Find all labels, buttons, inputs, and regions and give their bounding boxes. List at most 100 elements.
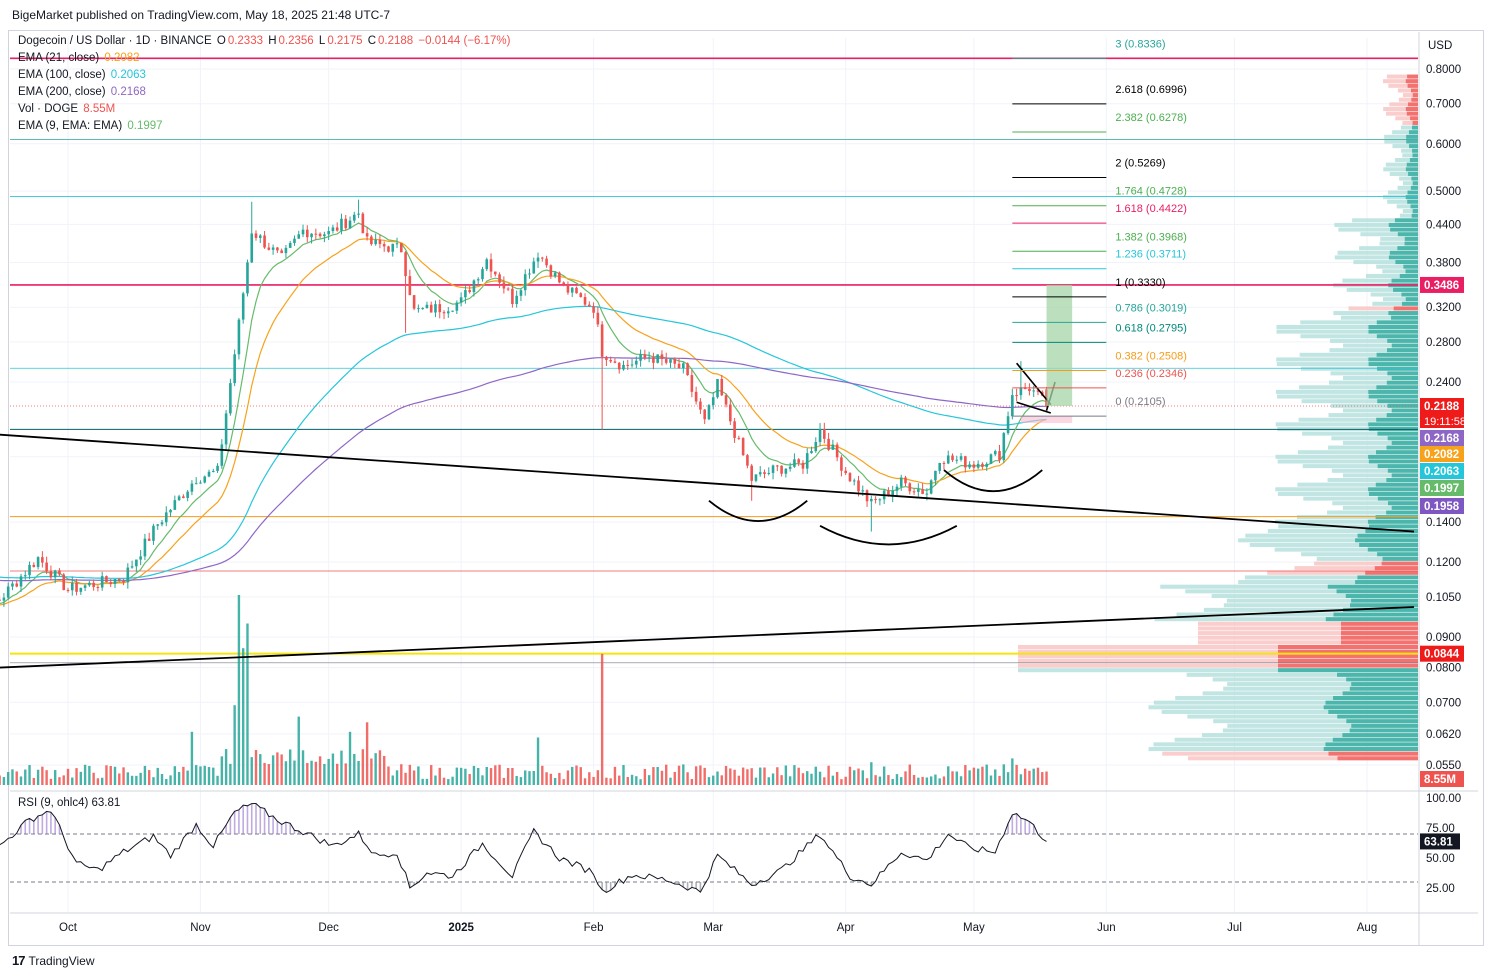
- volume-bar: [592, 776, 595, 785]
- ema9-value: 0.1997: [127, 120, 163, 132]
- candle-body: [823, 429, 826, 439]
- volume-bar: [156, 767, 159, 785]
- time-tick-4: Feb: [584, 922, 604, 934]
- candle-body: [32, 564, 36, 567]
- volume-bar: [263, 762, 266, 785]
- volume-bar: [874, 775, 877, 785]
- volume-bar: [455, 767, 459, 785]
- volume-bar: [425, 778, 429, 785]
- volume-bar: [207, 767, 211, 785]
- vp-row-light: [1331, 436, 1418, 441]
- vp-row-dark: [1341, 631, 1418, 636]
- candle-body: [297, 234, 301, 239]
- volume-bar: [6, 772, 10, 785]
- vp-row-dark: [1278, 649, 1418, 654]
- legend-symbol-row[interactable]: Dogecoin / US Dollar · 1D · BINANCE O 0.2…: [18, 35, 512, 47]
- vp-row-dark: [1377, 431, 1418, 436]
- price-tag-bg-1: [1420, 398, 1464, 414]
- candle-body: [844, 470, 847, 474]
- vp-row-light: [1314, 561, 1418, 566]
- vp-row-dark: [1278, 644, 1418, 650]
- vp-row-dark: [1412, 125, 1418, 130]
- candle-body: [741, 438, 745, 456]
- candle-body: [130, 566, 134, 568]
- vp-row-light: [1352, 218, 1418, 223]
- vp-row-dark: [1369, 524, 1418, 529]
- candle-body: [481, 269, 484, 280]
- candle-body: [374, 239, 377, 245]
- candle-body: [532, 261, 536, 274]
- volume-bar: [194, 765, 198, 785]
- candle-body: [391, 243, 395, 252]
- volume-bar: [814, 766, 817, 785]
- volume-bar: [741, 767, 745, 785]
- candle-body: [1015, 395, 1018, 397]
- vp-row-dark: [1386, 380, 1418, 385]
- volume-bar: [763, 767, 766, 785]
- volume-bar: [609, 778, 612, 785]
- vp-row-light: [1277, 459, 1418, 464]
- volume-bar: [41, 766, 44, 785]
- volume-bar: [254, 749, 258, 785]
- vp-row-dark: [1341, 635, 1418, 640]
- volume-bar: [276, 752, 279, 785]
- volume-bar: [1041, 772, 1044, 785]
- volume-bar: [186, 770, 189, 785]
- vp-row-dark: [1377, 366, 1418, 371]
- volume-bar: [562, 779, 565, 785]
- volume-bar: [669, 777, 672, 785]
- vp-row-light: [1392, 144, 1418, 149]
- vp-row-light: [1018, 654, 1418, 659]
- vp-row-dark: [1365, 570, 1418, 575]
- price-tag-4: 0.2063: [1424, 466, 1459, 478]
- vp-row-light: [1249, 542, 1418, 547]
- legend-ema9[interactable]: EMA (9, EMA: EMA) 0.1997: [18, 120, 165, 132]
- candle-body: [733, 421, 736, 438]
- vp-row-light: [1153, 700, 1418, 705]
- change-value: −0.0144 (−6.17%): [418, 35, 511, 47]
- candle-body: [630, 364, 634, 366]
- vp-row-dark: [1376, 320, 1418, 325]
- vp-row-light: [1330, 371, 1418, 376]
- vp-row-light: [1267, 529, 1418, 534]
- vp-row-light: [1328, 445, 1418, 450]
- vp-row-dark: [1368, 389, 1418, 394]
- volume-bar: [331, 753, 335, 785]
- volume-bar: [327, 758, 330, 785]
- candle-body: [258, 235, 262, 238]
- volume-bar: [972, 767, 976, 785]
- candle-body: [177, 496, 181, 501]
- ema200-label: EMA (200, close): [18, 86, 106, 98]
- candle-body: [1036, 390, 1040, 392]
- candle-body: [250, 233, 254, 263]
- vp-row-dark: [1391, 505, 1418, 510]
- vp-row-dark: [1368, 491, 1418, 496]
- vp-row-dark: [1410, 88, 1418, 93]
- vp-row-light: [1383, 167, 1418, 172]
- legend-volume[interactable]: Vol · DOGE 8.55M: [18, 103, 117, 115]
- volume-bar: [558, 772, 561, 785]
- time-tick-9: Jul: [1227, 922, 1242, 934]
- candle-body: [438, 304, 442, 313]
- candle-body: [865, 490, 869, 502]
- vp-row-dark: [1337, 756, 1418, 761]
- candle-body: [848, 473, 852, 482]
- candle-body: [694, 391, 698, 402]
- countdown-label: 19:11:58: [1424, 416, 1466, 428]
- candle-body: [164, 512, 168, 523]
- legend-ema100[interactable]: EMA (100, close) 0.2063: [18, 69, 148, 81]
- vp-row-light: [1226, 598, 1418, 603]
- candle-body: [412, 295, 416, 309]
- symbol-title[interactable]: Dogecoin / US Dollar · 1D · BINANCE: [18, 35, 212, 47]
- legend-ema21[interactable]: EMA (21, close) 0.2082: [18, 52, 142, 64]
- legend-ema200[interactable]: EMA (200, close) 0.2168: [18, 86, 148, 98]
- vp-row-light: [1018, 663, 1418, 668]
- vp-row-dark: [1403, 264, 1418, 269]
- volume-bar: [994, 769, 997, 785]
- vp-row-light: [1402, 120, 1418, 125]
- vp-row-dark: [1397, 232, 1418, 237]
- vp-row-light: [1400, 125, 1418, 130]
- legend-rsi[interactable]: RSI (9, ohlc4) 63.81: [18, 797, 120, 809]
- candle-body: [613, 361, 617, 363]
